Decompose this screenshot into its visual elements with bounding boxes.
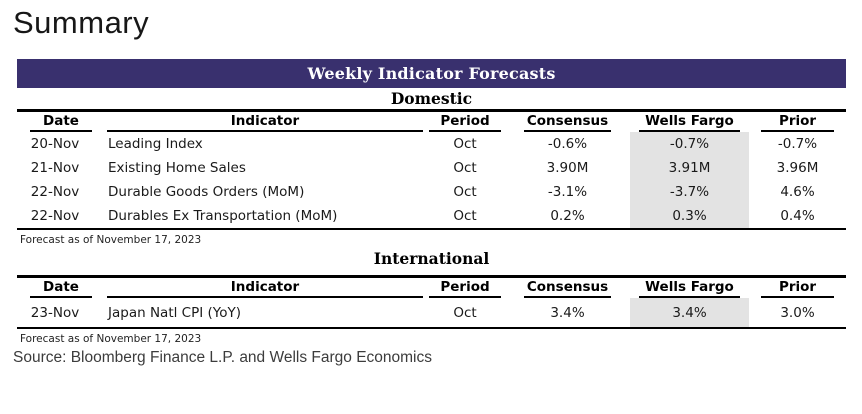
period-cell: Oct [453, 136, 477, 152]
column-header-label: Wells Fargo [638, 279, 741, 298]
domestic-forecast-table: Date Indicator Period Consensus Wells Fa… [17, 109, 846, 230]
indicator-cell: Leading Index [108, 136, 203, 152]
prior-cell: -0.7% [777, 136, 818, 152]
consensus-cell: 0.2% [550, 208, 585, 224]
international-footnote: Forecast as of November 17, 2023 [20, 333, 202, 345]
date-cell: 22-Nov [30, 208, 80, 224]
date-cell: 21-Nov [30, 160, 80, 176]
date-cell: 23-Nov [30, 304, 80, 321]
column-header-label: Date [30, 279, 92, 298]
indicator-cell: Durable Goods Orders (MoM) [108, 184, 305, 200]
wells-fargo-cell: -3.7% [630, 180, 749, 204]
table-row: 22-Nov Durables Ex Transportation (MoM) … [17, 204, 846, 229]
header-row: Date Indicator Period Consensus Wells Fa… [17, 277, 846, 298]
table-row: 20-Nov Leading Index Oct -0.6% -0.7% -0.… [17, 132, 846, 156]
consensus-cell: 3.4% [550, 304, 585, 321]
column-header-label: Period [429, 113, 501, 132]
prior-cell: 4.6% [780, 184, 815, 200]
domestic-table-header: Date Indicator Period Consensus Wells Fa… [17, 111, 846, 132]
header-row: Date Indicator Period Consensus Wells Fa… [17, 111, 846, 132]
international-forecast-table: Date Indicator Period Consensus Wells Fa… [17, 275, 846, 329]
column-header-date: Date [17, 277, 105, 298]
banner-title: Weekly Indicator Forecasts [307, 64, 556, 83]
consensus-cell: -3.1% [547, 184, 588, 200]
source-attribution: Source: Bloomberg Finance L.P. and Wells… [13, 349, 432, 366]
section-title-international: International [373, 249, 490, 268]
consensus-cell: 3.90M [546, 160, 589, 176]
column-header-label: Date [30, 113, 92, 132]
column-header-wells-fargo: Wells Fargo [630, 111, 749, 132]
wells-fargo-cell: 3.4% [630, 298, 749, 328]
prior-cell: 3.96M [776, 160, 819, 176]
column-header-date: Date [17, 111, 105, 132]
indicator-cell: Durables Ex Transportation (MoM) [108, 208, 338, 224]
domestic-footnote: Forecast as of November 17, 2023 [20, 234, 202, 246]
column-header-label: Wells Fargo [638, 113, 741, 132]
column-header-label: Consensus [523, 279, 612, 298]
date-cell: 22-Nov [30, 184, 80, 200]
period-cell: Oct [453, 208, 477, 224]
period-cell: Oct [453, 160, 477, 176]
column-header-wells-fargo: Wells Fargo [630, 277, 749, 298]
consensus-cell: -0.6% [547, 136, 588, 152]
prior-cell: 3.0% [780, 304, 815, 321]
column-header-label: Consensus [523, 113, 612, 132]
column-header-indicator: Indicator [105, 111, 425, 132]
column-header-prior: Prior [749, 277, 846, 298]
column-header-label: Indicator [106, 113, 424, 132]
column-header-prior: Prior [749, 111, 846, 132]
column-header-label: Prior [761, 279, 834, 298]
column-header-consensus: Consensus [505, 277, 630, 298]
column-header-period: Period [425, 111, 505, 132]
wells-fargo-cell: 3.91M [630, 156, 749, 180]
indicator-cell: Japan Natl CPI (YoY) [108, 304, 241, 321]
column-header-period: Period [425, 277, 505, 298]
indicator-cell: Existing Home Sales [108, 160, 246, 176]
prior-cell: 0.4% [780, 208, 815, 224]
period-cell: Oct [453, 304, 477, 321]
page-title: Summary [13, 5, 150, 40]
international-table-header: Date Indicator Period Consensus Wells Fa… [17, 277, 846, 298]
column-header-label: Period [429, 279, 501, 298]
column-header-indicator: Indicator [105, 277, 425, 298]
section-title-domestic: Domestic [390, 89, 473, 108]
table-row: 22-Nov Durable Goods Orders (MoM) Oct -3… [17, 180, 846, 204]
column-header-consensus: Consensus [505, 111, 630, 132]
forecast-banner: Weekly Indicator Forecasts [17, 59, 846, 88]
period-cell: Oct [453, 184, 477, 200]
table-row: 23-Nov Japan Natl CPI (YoY) Oct 3.4% 3.4… [17, 298, 846, 328]
wells-fargo-cell: -0.7% [630, 132, 749, 156]
column-header-label: Indicator [106, 279, 424, 298]
column-header-label: Prior [761, 113, 834, 132]
date-cell: 20-Nov [30, 136, 80, 152]
wells-fargo-cell: 0.3% [630, 204, 749, 229]
table-row: 21-Nov Existing Home Sales Oct 3.90M 3.9… [17, 156, 846, 180]
